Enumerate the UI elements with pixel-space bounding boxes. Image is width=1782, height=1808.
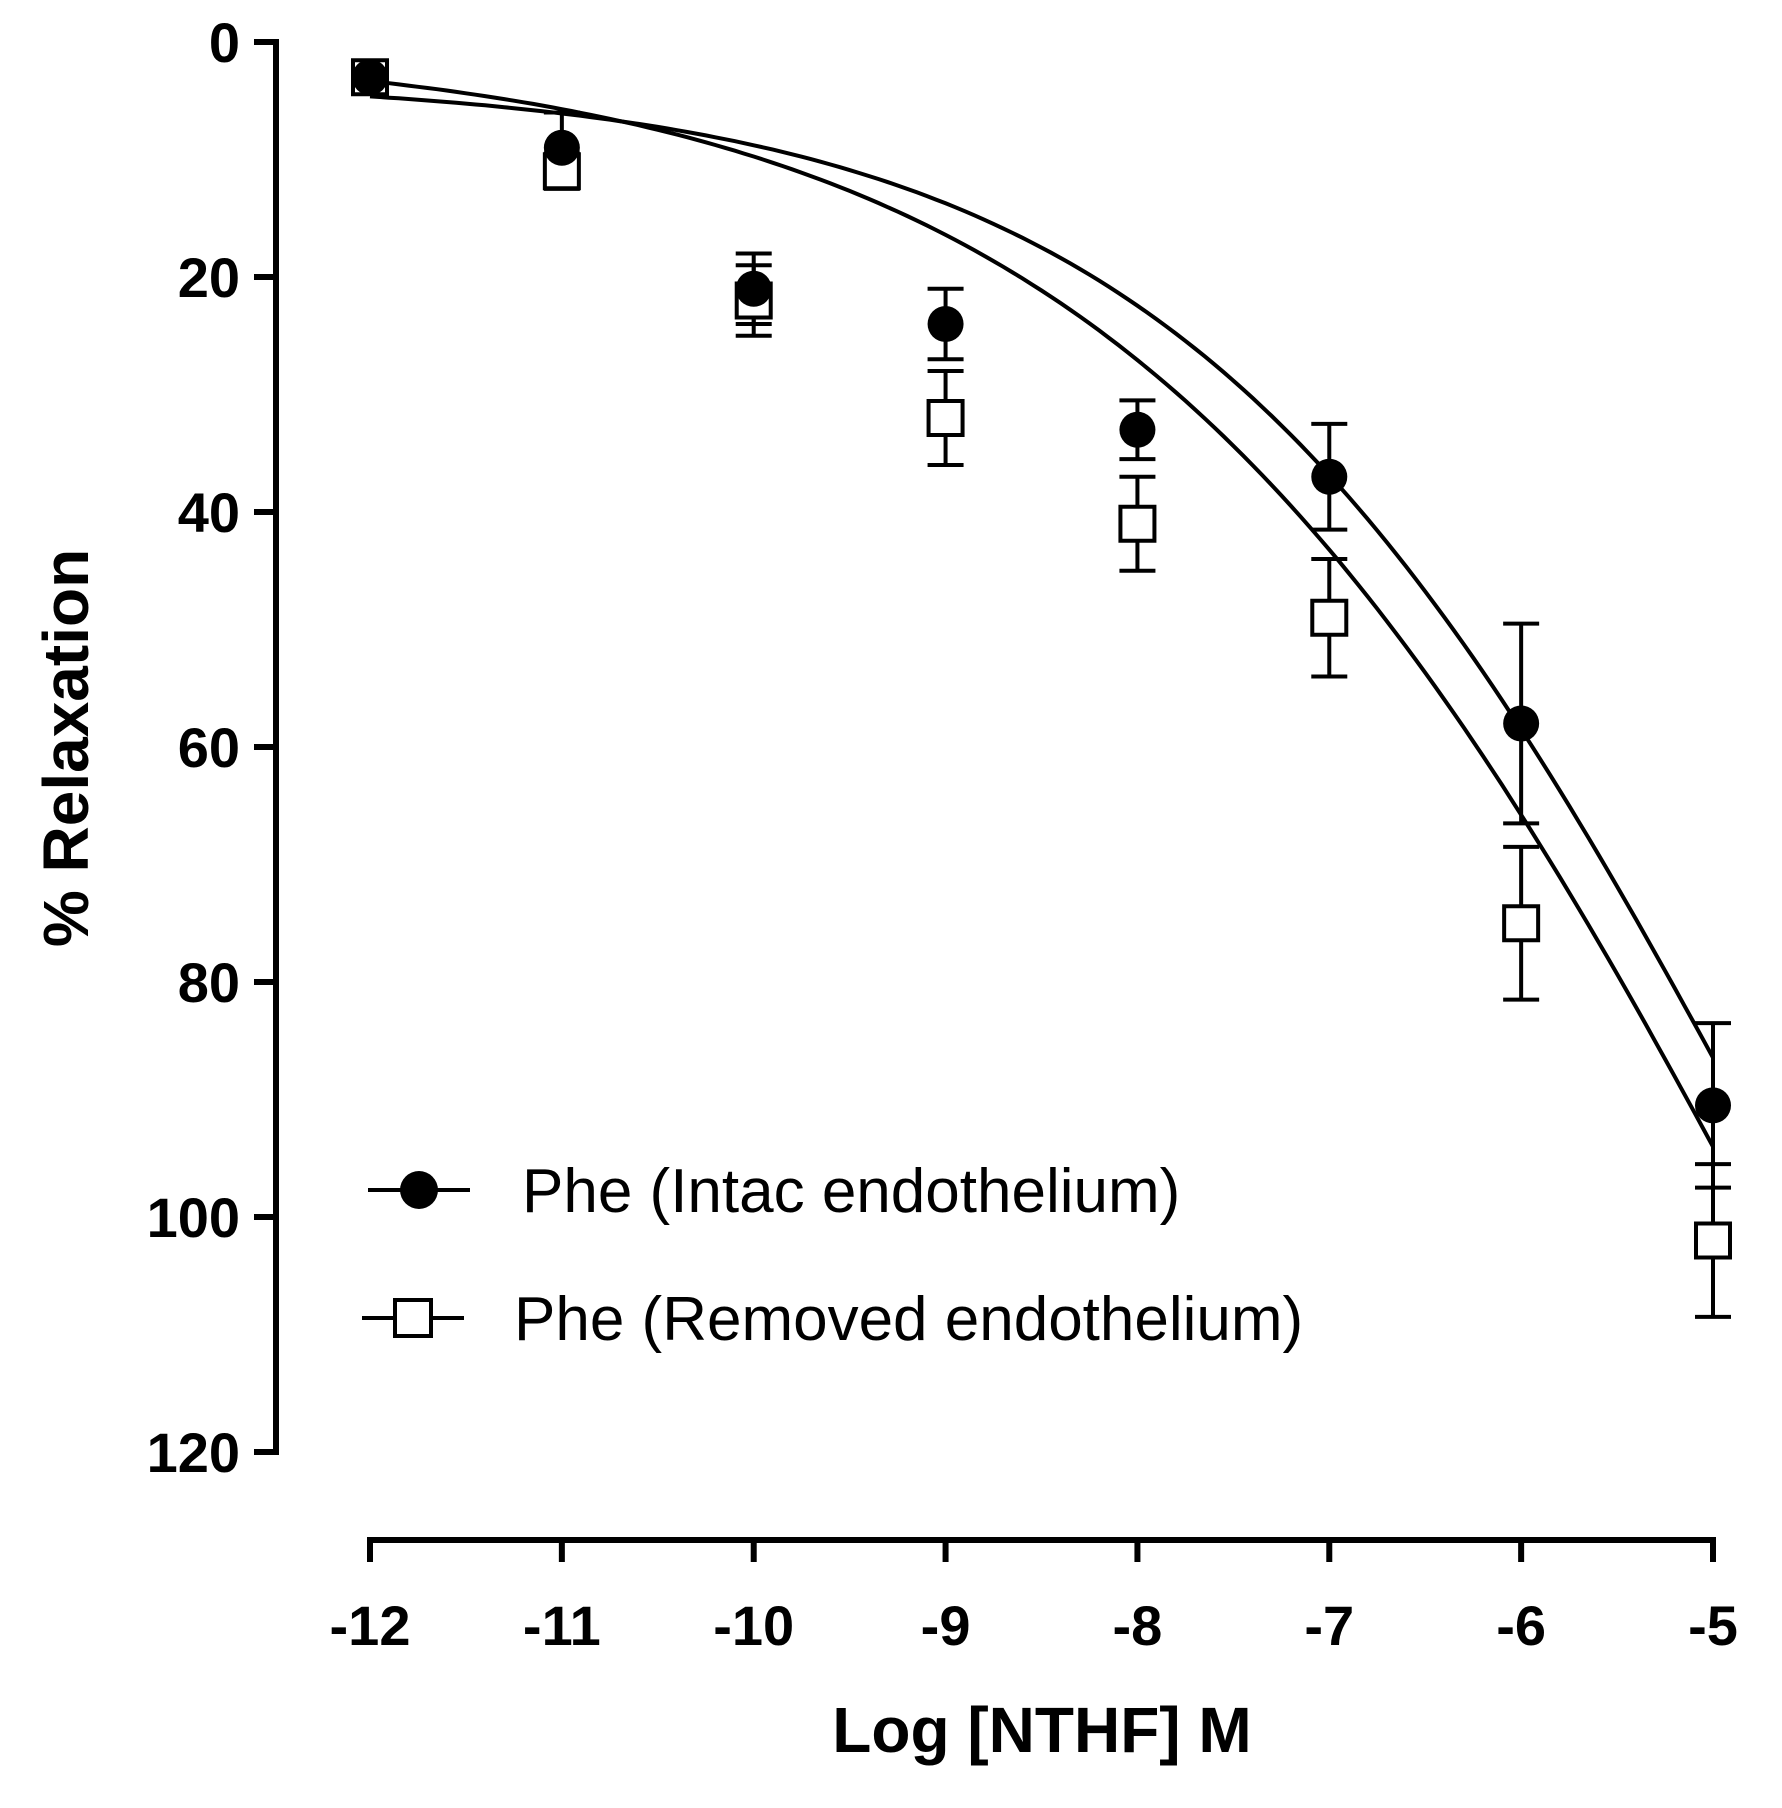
data-point-intact	[352, 59, 388, 96]
y-tick-label: 0	[209, 11, 240, 74]
data-point-removed	[1118, 504, 1157, 543]
data-point-intact	[1695, 1087, 1731, 1124]
y-tick-label: 80	[178, 951, 240, 1014]
legend-marker-open-square	[393, 1298, 433, 1338]
x-tick-label: -10	[713, 1594, 794, 1657]
legend-item-intact: Phe (Intac endothelium)	[368, 1157, 1180, 1226]
legend-label-intact: Phe (Intac endothelium)	[522, 1157, 1180, 1226]
data-point-intact	[1311, 458, 1348, 495]
x-tick-label: -7	[1304, 1594, 1354, 1657]
x-tick-label: -5	[1688, 1594, 1738, 1657]
data-point-removed	[1310, 598, 1349, 637]
legend-label-removed: Phe (Removed endothelium)	[514, 1285, 1303, 1354]
x-tick-label: -8	[1113, 1594, 1163, 1657]
error-bars	[352, 63, 1731, 1319]
fit-curves	[369, 79, 1715, 1148]
fit-curve-series-0	[369, 94, 1715, 1059]
legend: Phe (Intac endothelium) Phe (Removed end…	[362, 1157, 1303, 1354]
data-point-removed	[1502, 904, 1541, 943]
x-tick-label: -12	[330, 1594, 411, 1657]
data-point-intact	[1119, 411, 1156, 448]
y-tick-label: 40	[178, 481, 240, 544]
y-tick-label: 100	[147, 1186, 240, 1249]
data-point-intact	[927, 306, 964, 342]
data-point-intact	[1503, 705, 1540, 742]
y-tick-label: 20	[178, 246, 240, 309]
x-tick-label: -9	[921, 1594, 971, 1657]
y-axis-title: % Relaxation	[30, 549, 102, 947]
legend-marker-filled-circle	[400, 1171, 438, 1209]
data-markers	[351, 58, 1732, 1260]
legend-item-removed: Phe (Removed endothelium)	[362, 1285, 1303, 1354]
data-point-removed	[1694, 1221, 1732, 1260]
x-tick-label: -6	[1496, 1594, 1546, 1657]
y-tick-label: 120	[147, 1421, 240, 1484]
axis-ticks: 0 20 40 60 80 100 120 -12 -11 -10 -9 -8 -7 -6 -5	[147, 11, 1738, 1657]
y-tick-label: 60	[178, 716, 240, 779]
data-point-intact	[735, 270, 772, 307]
data-point-removed	[926, 399, 965, 437]
x-axis-title: Log [NTHF] M	[832, 1694, 1251, 1766]
data-point-intact	[543, 129, 580, 166]
fit-curve-series-1	[369, 79, 1715, 1148]
x-tick-label: -11	[523, 1594, 601, 1657]
